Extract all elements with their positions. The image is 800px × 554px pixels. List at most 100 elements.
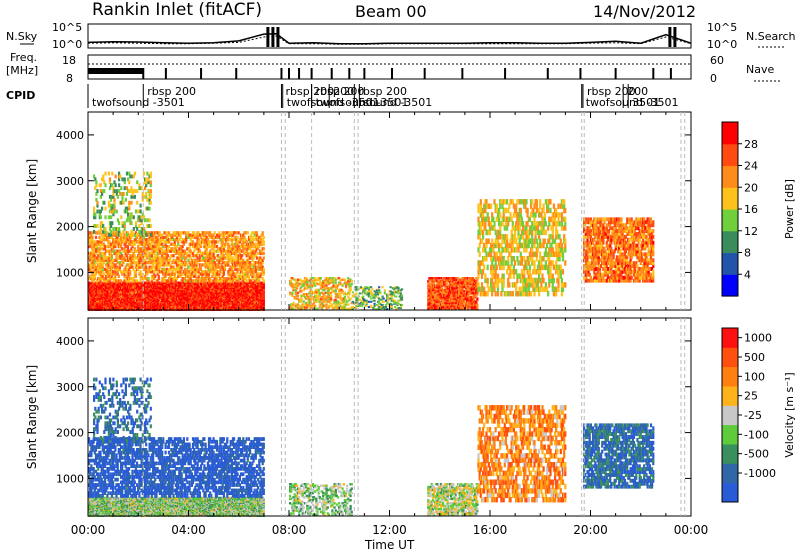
heat-cell xyxy=(251,235,254,240)
heat-cell xyxy=(117,284,120,287)
noise-series xyxy=(87,27,692,47)
heat-cell xyxy=(89,289,92,292)
heat-cell xyxy=(125,291,128,295)
cpid-entry: twofsound -3501 xyxy=(92,96,185,109)
heat-cell xyxy=(115,284,118,287)
heat-cell xyxy=(121,298,124,301)
heat-cell xyxy=(107,290,110,293)
heat-cell xyxy=(101,293,104,296)
heat-cell xyxy=(117,302,120,305)
heat-cell xyxy=(118,306,121,309)
heat-cell xyxy=(117,281,120,284)
heat-cell xyxy=(218,231,221,235)
heat-cell xyxy=(107,302,110,305)
heat-cell xyxy=(99,294,102,297)
heat-cell xyxy=(124,297,127,300)
heat-cell xyxy=(118,294,121,297)
heat-cell xyxy=(213,256,216,260)
heat-cell xyxy=(107,295,110,299)
heat-cell xyxy=(101,301,104,304)
heat-cell xyxy=(124,288,127,291)
heat-cell xyxy=(107,297,110,300)
heat-cell xyxy=(125,293,128,296)
heat-cell xyxy=(115,290,118,293)
heat-cell xyxy=(121,297,124,300)
heat-cell xyxy=(105,303,108,306)
heat-cell xyxy=(89,303,92,306)
heat-cell xyxy=(101,284,104,287)
heat-cell xyxy=(126,294,129,297)
heat-cell xyxy=(147,277,150,281)
heat-cell xyxy=(97,295,100,299)
heat-cell xyxy=(102,299,105,302)
heat-cell xyxy=(110,294,113,297)
heat-cell xyxy=(91,293,94,296)
heat-cell xyxy=(89,286,92,290)
heat-cell xyxy=(89,306,92,309)
heat-cell xyxy=(107,281,110,284)
heat-cell xyxy=(92,301,95,304)
heat-cell xyxy=(118,301,121,304)
heat-cell xyxy=(108,307,111,310)
heat-cell xyxy=(129,301,132,304)
heat-cell xyxy=(105,288,108,291)
heat-cell xyxy=(107,284,110,287)
heat-cell xyxy=(121,306,124,309)
noise-tick-bottom: 10^0 xyxy=(52,38,82,51)
heat-cell xyxy=(109,302,112,305)
heat-cell xyxy=(97,304,100,308)
heat-cell xyxy=(228,238,231,242)
heat-cell xyxy=(109,294,112,297)
heat-cell xyxy=(129,295,132,299)
heat-cell xyxy=(112,258,115,262)
heat-cell xyxy=(97,294,100,297)
heat-cell xyxy=(91,303,94,306)
heat-cell xyxy=(105,302,108,305)
heat-cell xyxy=(109,298,112,301)
heat-cell xyxy=(118,281,121,284)
heat-cell xyxy=(126,288,129,291)
heat-cell xyxy=(172,254,175,258)
heat-cell xyxy=(102,298,105,301)
heat-cell xyxy=(89,288,92,291)
heat-cell xyxy=(97,293,100,296)
heat-cell xyxy=(209,249,212,253)
heat-cell xyxy=(123,306,126,309)
nave-tick-top: 60 xyxy=(710,54,724,67)
heat-cell xyxy=(121,291,124,295)
heat-cell xyxy=(116,297,119,300)
heat-cell xyxy=(89,301,92,304)
heat-cell xyxy=(94,294,98,297)
heat-cell xyxy=(105,307,108,310)
heat-cell xyxy=(109,288,112,291)
heat-cell xyxy=(102,291,105,295)
heat-cell xyxy=(246,231,249,235)
heat-cell xyxy=(121,302,124,305)
heat-cell xyxy=(94,306,98,309)
heat-cell xyxy=(124,294,127,297)
heat-cell xyxy=(118,302,121,305)
heat-cell xyxy=(110,286,113,290)
heat-cell xyxy=(187,265,190,269)
heat-cell xyxy=(129,306,132,309)
heat-cell xyxy=(129,302,132,305)
heat-cell xyxy=(109,281,112,284)
heat-cell xyxy=(125,304,128,308)
heat-cell xyxy=(113,284,116,287)
heat-cell xyxy=(124,289,127,292)
heat-cell xyxy=(129,270,132,274)
cpid-entry: twofsound -3501 xyxy=(586,96,679,109)
heat-cell xyxy=(129,289,132,292)
heat-cell xyxy=(107,301,110,304)
heat-cell xyxy=(104,244,107,249)
heat-cell xyxy=(115,289,118,292)
cpid-entry: rbsp 200 xyxy=(285,85,334,98)
heat-cell xyxy=(97,290,100,293)
heat-cell xyxy=(105,297,108,300)
heat-cell xyxy=(93,303,96,306)
heat-cell xyxy=(110,285,113,288)
cpid-entry: rbsp 200 xyxy=(316,85,365,98)
heat-cell xyxy=(105,281,108,284)
heat-cell xyxy=(124,286,127,290)
heat-cell xyxy=(125,303,128,306)
